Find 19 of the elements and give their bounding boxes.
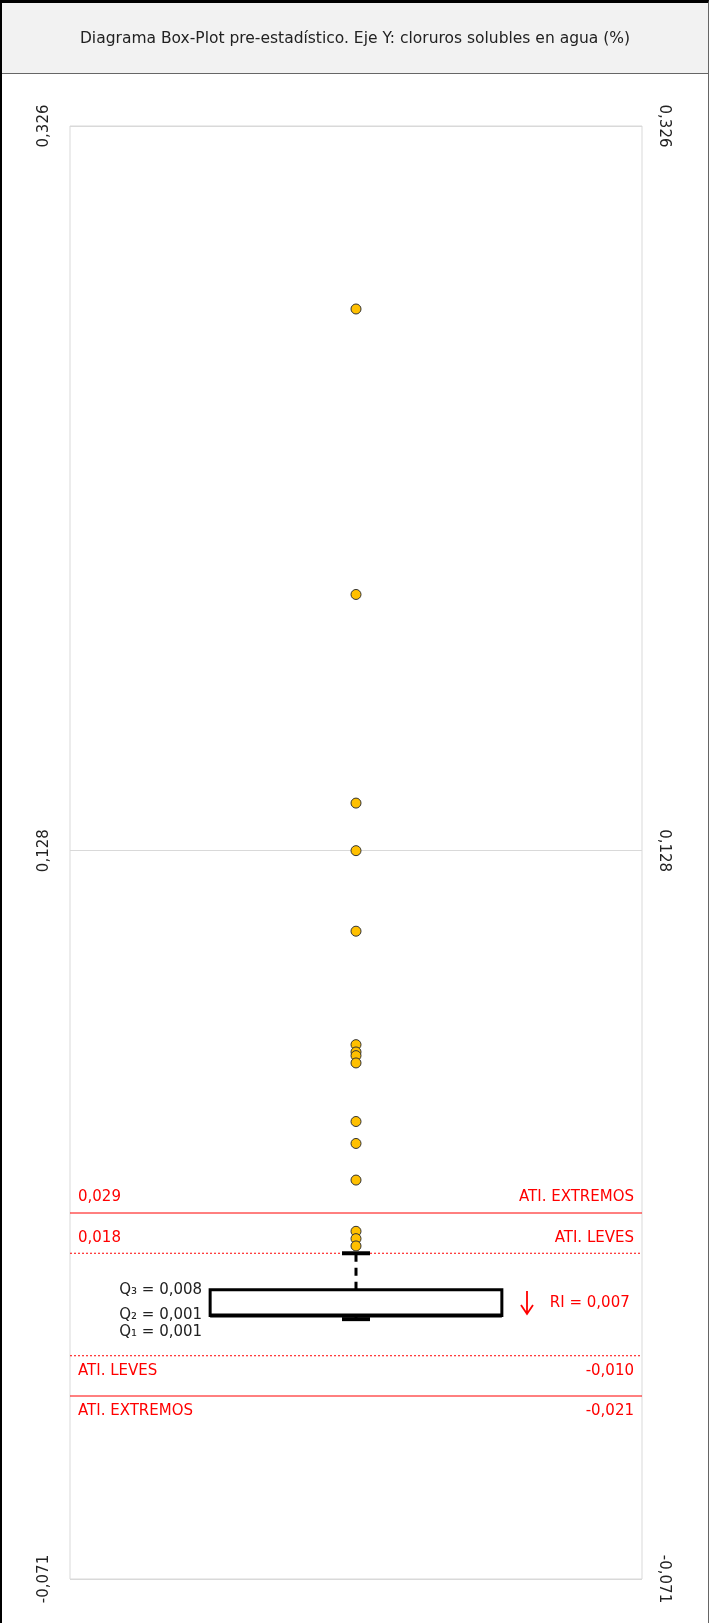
ref-line-label: ATI. EXTREMOS — [78, 1401, 194, 1420]
ref-line-label: ATI. LEVES — [78, 1361, 158, 1380]
y-tick-label: 0,326 — [33, 104, 52, 148]
y2-tick-label: 0,128 — [656, 829, 675, 873]
chart-title: Diagrama Box-Plot pre-estadístico. Eje Y: cloruros solubles en agua (%) — [2, 3, 708, 74]
annotation: -0,010 — [585, 1361, 634, 1380]
y2-tick-label: -0,071 — [656, 1554, 675, 1604]
annotation: 0,029 — [78, 1187, 121, 1206]
annotation: 0,018 — [78, 1227, 121, 1246]
y-tick-label: -0,071 — [33, 1554, 52, 1604]
ref-line-label: ATI. EXTREMOS — [518, 1187, 634, 1206]
annotation: -0,021 — [585, 1401, 634, 1420]
annotation: Q₃ = 0,008 — [119, 1279, 203, 1298]
ref-line-label: ATI. LEVES — [554, 1227, 634, 1246]
y-tick-label: 0,128 — [33, 829, 52, 873]
annotation: Q₂ = 0,001 — [119, 1305, 203, 1324]
annotation: RI = 0,007 — [549, 1292, 630, 1311]
annotation: Q₁ = 0,001 — [119, 1322, 203, 1341]
y2-tick-label: 0,326 — [656, 104, 675, 148]
